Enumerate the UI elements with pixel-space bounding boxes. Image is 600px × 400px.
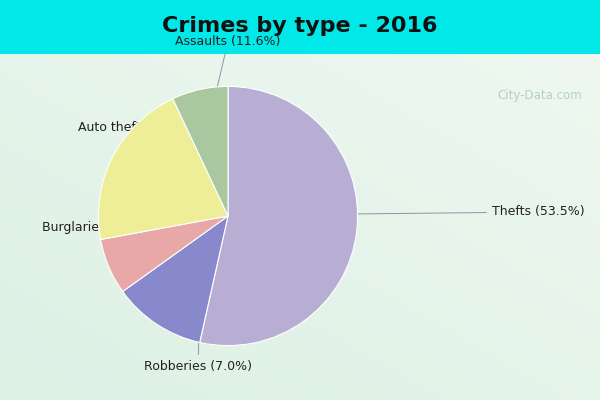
Wedge shape — [98, 99, 228, 240]
Text: Auto thefts (7.0%): Auto thefts (7.0%) — [78, 122, 193, 238]
Wedge shape — [101, 216, 228, 292]
Wedge shape — [122, 216, 228, 342]
Wedge shape — [200, 86, 358, 346]
Text: City-Data.com: City-Data.com — [497, 88, 582, 102]
Text: Burglaries (20.9%): Burglaries (20.9%) — [42, 164, 159, 234]
Text: Thefts (53.5%): Thefts (53.5%) — [333, 206, 584, 218]
Text: Robberies (7.0%): Robberies (7.0%) — [144, 116, 252, 373]
Wedge shape — [173, 86, 228, 216]
Text: Assaults (11.6%): Assaults (11.6%) — [172, 35, 281, 279]
Text: Crimes by type - 2016: Crimes by type - 2016 — [162, 16, 438, 36]
